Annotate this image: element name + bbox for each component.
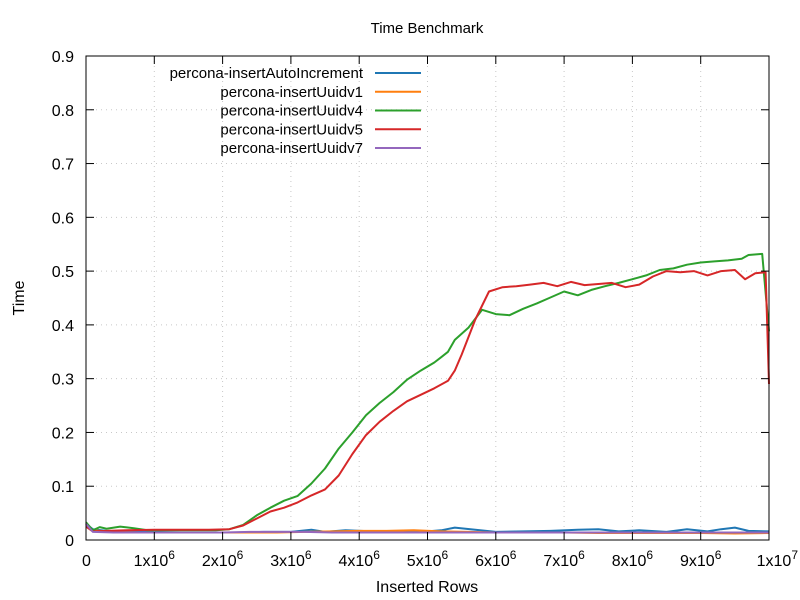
- y-tick-label: 0.4: [52, 318, 74, 335]
- y-tick-label: 0.2: [52, 425, 74, 442]
- ticks: [86, 56, 769, 540]
- x-tick-label: 1x107: [757, 548, 799, 570]
- x-tick-label: 5x106: [407, 548, 449, 570]
- y-tick-label: 0.3: [52, 372, 74, 389]
- x-tick-labels: 0 1x106 2x106 3x106 4x106 5x106 6x106 7x106 8x10…: [82, 548, 798, 570]
- legend-label: percona-insertUuidv1: [220, 84, 363, 101]
- x-tick-label: 6x106: [475, 548, 517, 570]
- chart-title: Time Benchmark: [371, 20, 484, 37]
- legend-label: percona-insertUuidv4: [220, 103, 363, 120]
- x-tick-label: 0: [82, 553, 91, 570]
- x-tick-label: 1x106: [134, 548, 176, 570]
- legend-label: percona-insertUuidv5: [220, 121, 363, 138]
- legend: percona-insertAutoIncrement percona-inser…: [170, 65, 421, 157]
- y-tick-label: 0.9: [52, 49, 74, 66]
- x-tick-label: 3x106: [270, 548, 312, 570]
- x-tick-label: 8x106: [612, 548, 654, 570]
- y-tick-label: 0.5: [52, 264, 74, 281]
- y-tick-label: 0.8: [52, 103, 74, 120]
- y-tick-label: 0.6: [52, 210, 74, 227]
- y-axis-label: Time: [11, 280, 28, 315]
- y-tick-labels: 0 0.1 0.2 0.3 0.4 0.5 0.6 0.7 0.8 0.9: [52, 49, 74, 550]
- legend-label: percona-insertAutoIncrement: [170, 65, 364, 82]
- plot-frame: [86, 56, 769, 540]
- legend-label: percona-insertUuidv7: [220, 140, 363, 157]
- y-tick-label: 0: [65, 533, 74, 550]
- x-tick-label: 2x106: [202, 548, 244, 570]
- grid: [86, 56, 769, 540]
- x-tick-label: 9x106: [680, 548, 722, 570]
- x-tick-label: 7x106: [543, 548, 585, 570]
- series-line: [86, 270, 769, 531]
- y-tick-label: 0.1: [52, 479, 74, 496]
- x-tick-label: 4x106: [339, 548, 381, 570]
- y-tick-label: 0.7: [52, 157, 74, 174]
- x-axis-label: Inserted Rows: [376, 579, 478, 596]
